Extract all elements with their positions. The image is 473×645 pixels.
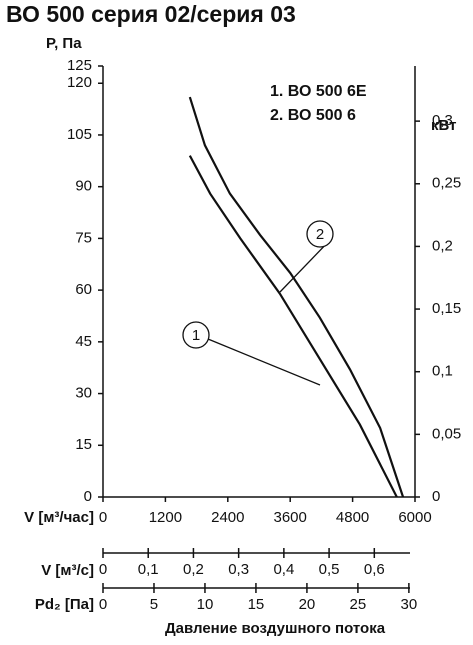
legend-entry: 2. ВО 500 6: [270, 107, 356, 124]
pd-axis-label: Pd₂ [Па]: [35, 596, 94, 613]
y2-axis-label: кВт: [431, 117, 457, 134]
flow_axis-tick-label: 0: [99, 561, 107, 578]
curve: [188, 96, 405, 498]
x-axis-label: V [м³/час]: [24, 509, 94, 526]
pd_axis-tick-label: 15: [248, 596, 265, 613]
callout-label: 2: [316, 226, 324, 243]
y2-tick-label: 0,1: [432, 363, 453, 380]
y2-tick-label: 0,2: [432, 237, 453, 254]
y-tick-label: 105: [67, 126, 92, 143]
x-tick-label: 3600: [274, 509, 307, 526]
chart-title: ВО 500 серия 02/серия 03: [6, 1, 296, 27]
flow-axis-label: V [м³/с]: [41, 562, 94, 579]
y2-tick-label: 0,25: [432, 175, 461, 192]
pd_axis-tick-label: 20: [299, 596, 316, 613]
leader-line: [207, 338, 321, 386]
flow_axis-tick-label: 0,3: [228, 561, 249, 578]
x-tick-label: 4800: [336, 509, 369, 526]
callout-circle: [306, 220, 334, 248]
y-axis-label: P, Па: [46, 35, 82, 52]
flow_axis-tick-label: 0,2: [183, 561, 204, 578]
curve: [188, 155, 398, 498]
y-tick-label: 15: [75, 436, 92, 453]
y2-tick-label: 0,15: [432, 300, 461, 317]
y-tick-label: 90: [75, 178, 92, 195]
y2-tick-label: 0: [432, 488, 440, 505]
pd_axis-tick-label: 10: [197, 596, 214, 613]
pd-caption: Давление воздушного потока: [165, 620, 386, 637]
y2-tick-label: 0,3: [432, 112, 453, 129]
y-tick-label: 0: [84, 488, 92, 505]
callout-label: 1: [192, 327, 200, 344]
y-tick-label: 45: [75, 333, 92, 350]
legend-entry: 1. ВО 500 6Е: [270, 83, 367, 100]
flow_axis-tick-label: 0,6: [364, 561, 385, 578]
callout-circle: [182, 321, 210, 349]
flow_axis-tick-label: 0,1: [138, 561, 159, 578]
y-tick-label: 120: [67, 74, 92, 91]
y-tick-label: 125: [67, 57, 92, 74]
flow_axis-tick-label: 0,4: [273, 561, 294, 578]
y-tick-label: 60: [75, 281, 92, 298]
x-tick-label: 2400: [211, 509, 244, 526]
flow_axis-tick-label: 0,5: [319, 561, 340, 578]
pd_axis-tick-label: 5: [150, 596, 158, 613]
y2-tick-label: 0,05: [432, 425, 461, 442]
pd_axis-tick-label: 30: [401, 596, 418, 613]
x-tick-label: 6000: [398, 509, 431, 526]
y-tick-label: 75: [75, 229, 92, 246]
pd_axis-tick-label: 25: [350, 596, 367, 613]
x-tick-label: 0: [99, 509, 107, 526]
pd_axis-tick-label: 0: [99, 596, 107, 613]
x-tick-label: 1200: [149, 509, 182, 526]
y-tick-label: 30: [75, 385, 92, 402]
